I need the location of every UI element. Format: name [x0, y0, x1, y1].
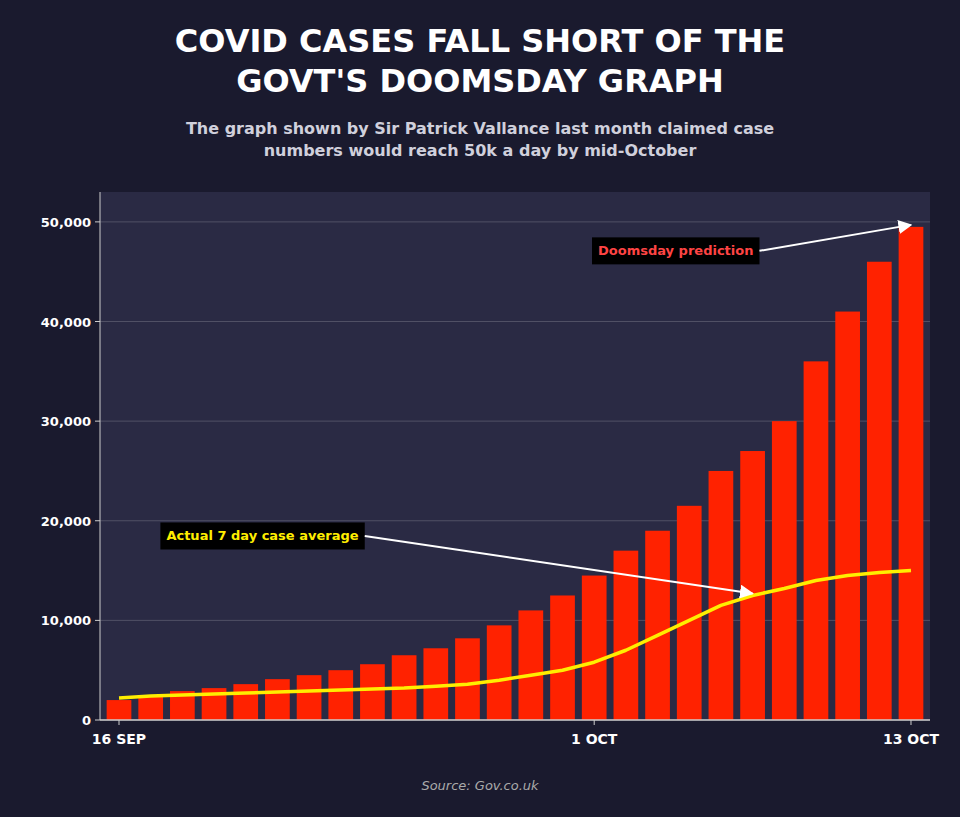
- bar: [518, 610, 543, 720]
- bar: [550, 595, 575, 720]
- y-tick-label: 0: [82, 713, 91, 728]
- x-axis: [100, 719, 930, 721]
- y-tick: [95, 720, 100, 721]
- annotation-text: Actual 7 day case average: [166, 528, 358, 543]
- y-tick-label: 20,000: [41, 514, 91, 529]
- annotation-arrow: [365, 536, 753, 593]
- x-tick: [119, 720, 120, 725]
- bar: [233, 684, 258, 720]
- annotation-text: Doomsday prediction: [598, 243, 753, 258]
- bar: [899, 227, 924, 720]
- y-tick-label: 40,000: [41, 315, 91, 330]
- title: COVID CASES FALL SHORT OF THEGOVT'S DOOM…: [175, 22, 785, 100]
- y-tick-label: 30,000: [41, 414, 91, 429]
- bar: [709, 471, 734, 720]
- subtitle: The graph shown by Sir Patrick Vallance …: [186, 119, 774, 160]
- bar: [455, 638, 480, 720]
- x-tick: [910, 720, 911, 725]
- grid-line: [100, 720, 930, 721]
- y-tick: [95, 620, 100, 621]
- bar: [835, 312, 860, 720]
- x-tick-label: 13 OCT: [883, 731, 940, 747]
- plot-background: [100, 192, 930, 720]
- y-tick: [95, 520, 100, 521]
- bar: [645, 531, 670, 720]
- bar: [360, 664, 385, 720]
- bar: [487, 625, 512, 720]
- annotation: Actual 7 day case average: [160, 522, 752, 593]
- bar: [740, 451, 765, 720]
- y-axis: [100, 192, 101, 720]
- bar: [677, 506, 702, 720]
- y-tick: [95, 321, 100, 322]
- bar: [804, 361, 829, 720]
- line: [119, 571, 911, 699]
- annotation: Doomsday prediction: [592, 225, 911, 264]
- y-tick: [95, 421, 100, 422]
- bar: [582, 576, 607, 720]
- chart: COVID CASES FALL SHORT OF THEGOVT'S DOOM…: [0, 0, 960, 817]
- y-tick-label: 50,000: [41, 215, 91, 230]
- bar: [138, 696, 163, 720]
- bar: [328, 670, 353, 720]
- x-tick: [594, 720, 595, 725]
- x-tick-label: 1 OCT: [571, 731, 618, 747]
- bar: [265, 679, 290, 720]
- marks: [107, 227, 924, 720]
- y-tick-label: 10,000: [41, 613, 91, 628]
- bar: [107, 700, 132, 720]
- bar: [867, 262, 892, 720]
- annotation-box: [592, 237, 759, 264]
- source: Source: Gov.co.uk: [421, 778, 539, 793]
- y-tick: [95, 221, 100, 222]
- bar: [297, 675, 322, 720]
- x-tick-label: 16 SEP: [92, 731, 146, 747]
- annotation-arrow: [759, 225, 911, 251]
- annotation-box: [160, 522, 364, 549]
- grid-line: [100, 321, 930, 322]
- bar: [772, 421, 797, 720]
- grid-line: [100, 221, 930, 222]
